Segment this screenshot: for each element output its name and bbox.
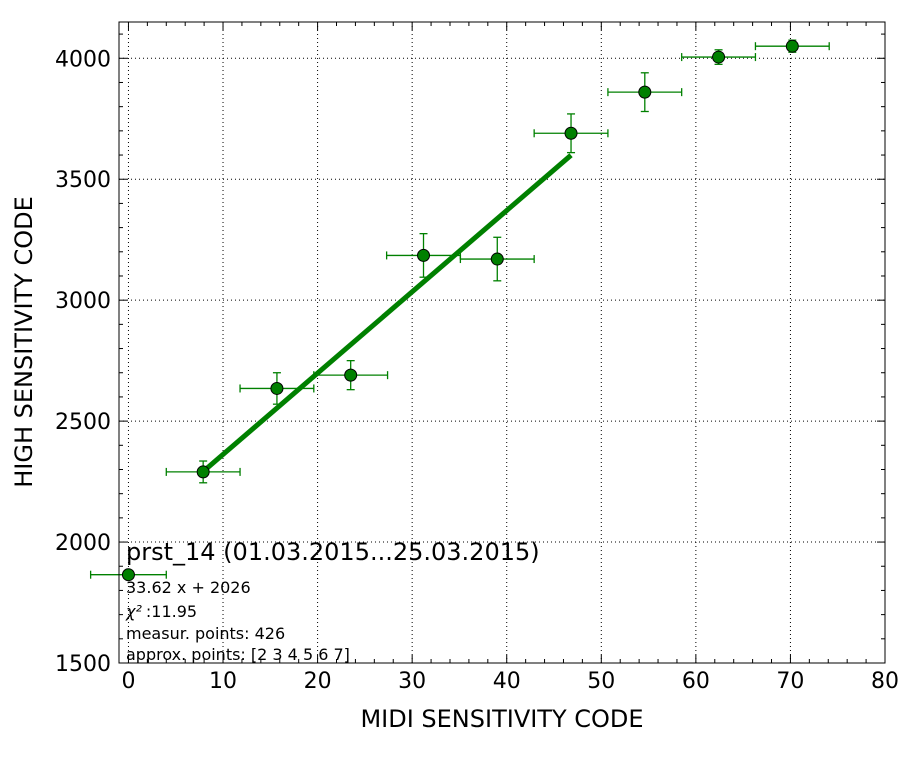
data-point — [196, 465, 210, 479]
fit-line-group — [201, 153, 573, 474]
annotation-chi2: χ²:11.95 — [125, 602, 197, 621]
minor-ticks — [119, 22, 885, 663]
data-point — [712, 50, 726, 64]
annotation-equation: 33.62 x + 2026 — [126, 578, 251, 597]
chi2-value: :11.95 — [146, 602, 197, 621]
data-point — [417, 248, 431, 262]
chi2-symbol: χ² — [125, 602, 142, 621]
x-tick-label: 50 — [587, 669, 615, 694]
x-tick-label: 10 — [209, 669, 237, 694]
x-tick-labels: 0 10 20 30 40 50 60 70 80 — [121, 669, 899, 694]
x-tick-label: 60 — [682, 669, 710, 694]
x-tick-label: 0 — [121, 669, 135, 694]
y-tick-label: 1500 — [55, 652, 111, 677]
y-axis-label: HIGH SENSITIVITY CODE — [10, 196, 38, 488]
y-tick-label: 2000 — [55, 531, 111, 556]
x-tick-label: 30 — [398, 669, 426, 694]
data-point — [490, 252, 504, 266]
y-tick-label: 3000 — [55, 289, 111, 314]
x-axis-label: MIDI SENSITIVITY CODE — [360, 705, 643, 733]
x-tick-label: 40 — [493, 669, 521, 694]
data-point — [785, 39, 799, 53]
data-point — [638, 85, 652, 99]
y-tick-label: 2500 — [55, 410, 111, 435]
y-tick-labels: 1500 2000 2500 3000 3500 4000 — [55, 47, 111, 677]
data-point — [344, 368, 358, 382]
x-tick-label: 80 — [871, 669, 899, 694]
x-tick-label: 70 — [776, 669, 804, 694]
data-point — [270, 381, 284, 395]
plot-frame — [118, 21, 886, 664]
y-tick-label: 4000 — [55, 47, 111, 72]
annotation-approx-points: approx. points: [2 3 4 5 6 7] — [126, 645, 350, 664]
data-point — [121, 568, 135, 582]
annotation-block: prst_14 (01.03.2015...25.03.2015) 33.62 … — [125, 538, 540, 664]
data-points — [121, 39, 799, 582]
fit-line — [201, 153, 573, 474]
y-tick-label: 3500 — [55, 168, 111, 193]
data-point — [564, 126, 578, 140]
annotation-title: prst_14 (01.03.2015...25.03.2015) — [126, 538, 540, 566]
annotation-measur-points: measur. points: 426 — [126, 624, 285, 643]
x-tick-label: 20 — [304, 669, 332, 694]
